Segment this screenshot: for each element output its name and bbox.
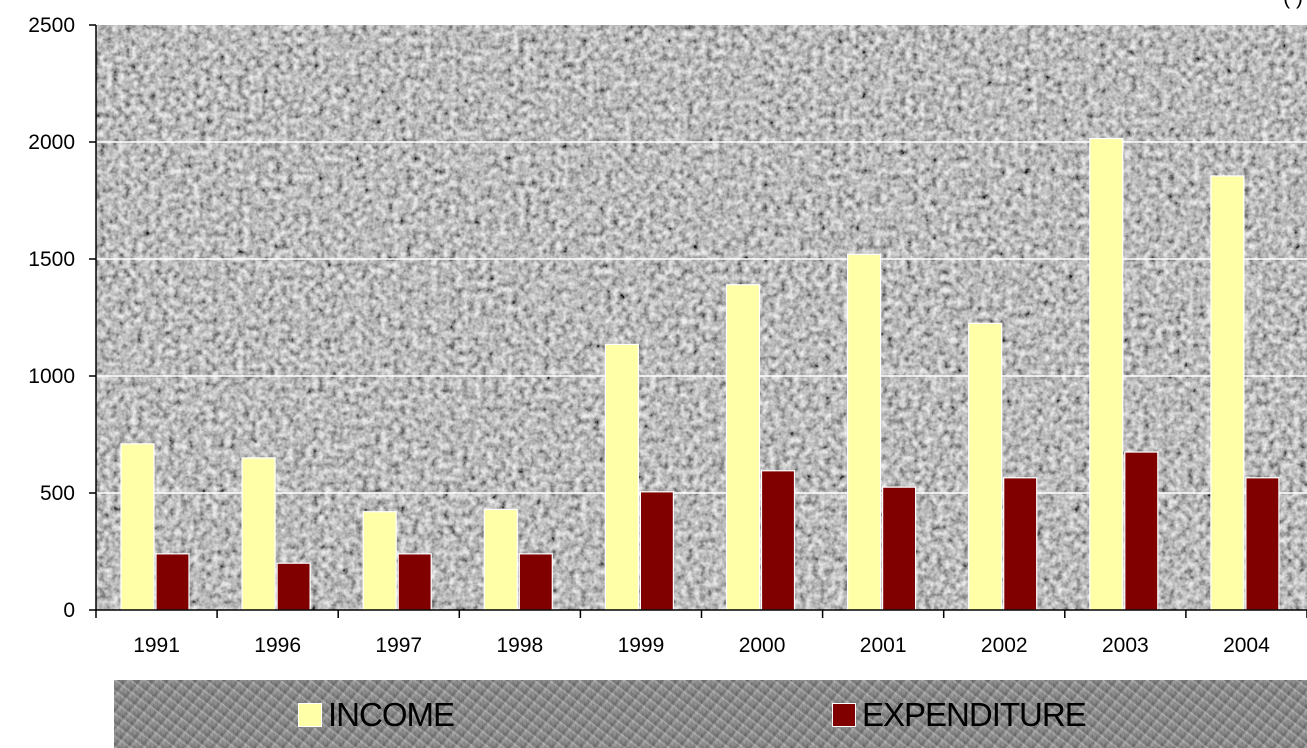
legend-swatch-expenditure (832, 703, 856, 727)
y-tick-label-0: 0 (63, 599, 75, 622)
x-tick-label-1998: 1998 (496, 634, 543, 657)
bar-income-1991 (120, 443, 155, 611)
legend-swatch-income (298, 703, 322, 727)
legend-item-expenditure: EXPENDITURE (832, 696, 1087, 733)
y-tick-label-1000: 1000 (28, 365, 75, 388)
x-tick-label-2004: 2004 (1223, 634, 1270, 657)
bar-income-1998 (483, 508, 518, 611)
bar-expenditure-1999 (639, 491, 675, 611)
bar-income-2004 (1210, 175, 1245, 611)
bar-expenditure-2001 (881, 486, 917, 611)
unit-label: ( ) (1283, 0, 1303, 10)
y-tick-label-1500: 1500 (28, 248, 75, 271)
y-tick-label-2000: 2000 (28, 131, 75, 154)
legend: INCOME EXPENDITURE (114, 680, 1307, 748)
legend-item-income: INCOME (298, 696, 455, 733)
bar-expenditure-1996 (276, 562, 311, 611)
x-tick-label-1991: 1991 (133, 634, 180, 657)
bar-income-1996 (241, 457, 276, 611)
bar-expenditure-1991 (155, 553, 190, 611)
axes (89, 24, 1307, 618)
bar-expenditure-2002 (1003, 477, 1038, 611)
x-tick-label-2003: 2003 (1102, 634, 1149, 657)
legend-label-expenditure: EXPENDITURE (862, 696, 1087, 733)
x-tick-label-2001: 2001 (860, 634, 907, 657)
bar-expenditure-2003 (1124, 451, 1159, 611)
tick-labels: 0 500 1000 1500 2000 2500 1991 1996 1997 1998 1999… (28, 14, 1270, 657)
x-tick-label-1997: 1997 (375, 634, 422, 657)
bar-income-1999 (604, 343, 640, 611)
legend-label-income: INCOME (328, 696, 455, 733)
bar-expenditure-2004 (1245, 477, 1280, 611)
bar-income-1997 (362, 511, 397, 611)
x-tick-label-2000: 2000 (739, 634, 786, 657)
bar-income-2003 (1089, 137, 1124, 611)
bar-expenditure-2000 (760, 470, 796, 611)
bar-income-2000 (725, 284, 761, 611)
x-tick-label-1996: 1996 (254, 634, 301, 657)
x-tick-label-2002: 2002 (981, 634, 1028, 657)
bars (120, 137, 1280, 611)
bar-chart: 0 500 1000 1500 2000 2500 1991 1996 1997 1998 1999… (28, 14, 1307, 657)
bar-income-2001 (846, 253, 882, 611)
bar-expenditure-1998 (518, 553, 553, 611)
y-tick-label-500: 500 (40, 482, 75, 505)
x-tick-label-1999: 1999 (618, 634, 665, 657)
y-tick-label-2500: 2500 (28, 14, 75, 37)
bar-expenditure-1997 (397, 553, 432, 611)
bar-income-2002 (968, 322, 1003, 611)
